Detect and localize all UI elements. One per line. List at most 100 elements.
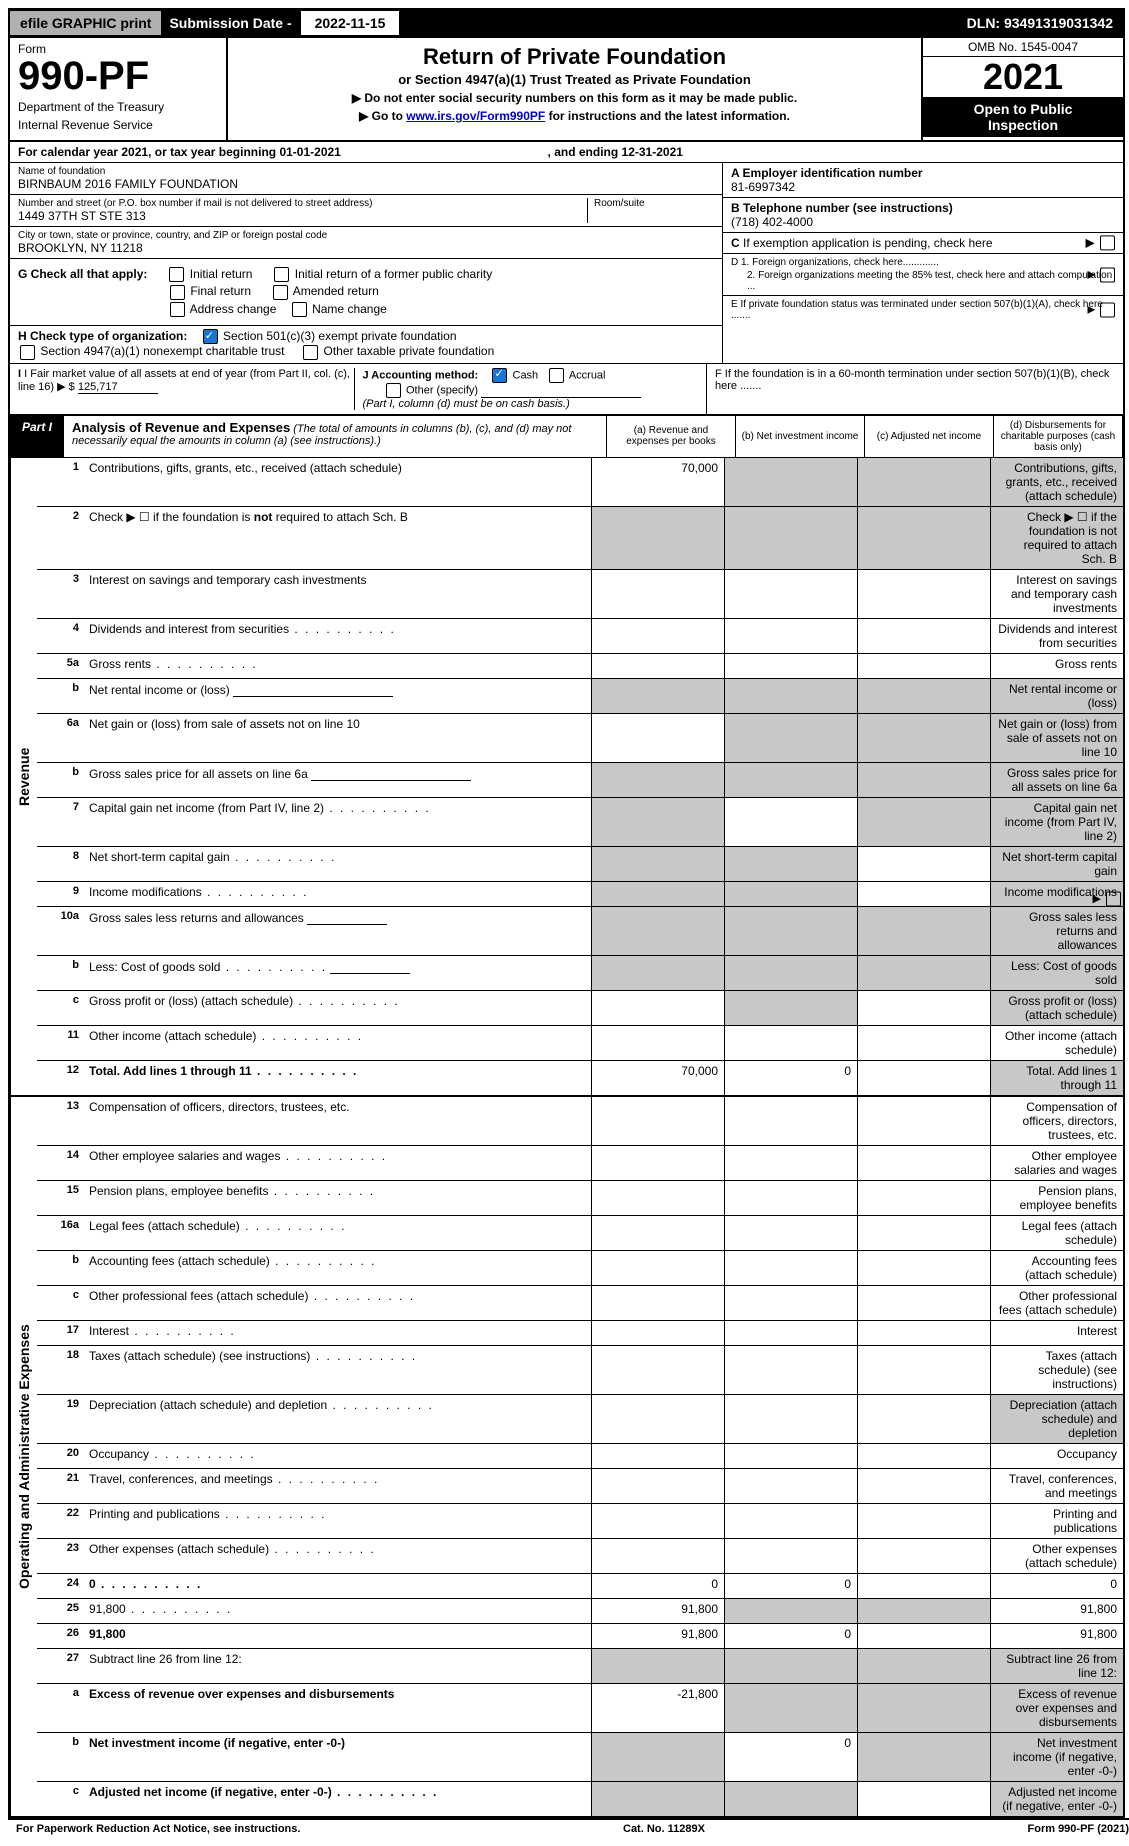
form-header: Form 990-PF Department of the Treasury I…: [10, 36, 1123, 140]
irs-link[interactable]: www.irs.gov/Form990PF: [406, 109, 545, 123]
checkbox-other-acct[interactable]: [386, 383, 401, 398]
cell-c: [857, 654, 990, 678]
cell-d: Net gain or (loss) from sale of assets n…: [990, 714, 1123, 762]
d2-label: 2. Foreign organizations meeting the 85%…: [747, 270, 1112, 292]
opt-name: Name change: [312, 302, 387, 316]
row-desc: 0: [85, 1574, 591, 1598]
name-label: Name of foundation: [18, 166, 714, 177]
col-b-header: (b) Net investment income: [736, 416, 865, 457]
cell-c: [857, 1061, 990, 1095]
opt-other-tax: Other taxable private foundation: [324, 344, 495, 358]
checkbox-amended[interactable]: [273, 285, 288, 300]
form-subtitle: or Section 4947(a)(1) Trust Treated as P…: [236, 72, 913, 87]
cell-c: [857, 1251, 990, 1285]
cell-d: Gross sales less returns and allowances: [990, 907, 1123, 955]
table-row: 19Depreciation (attach schedule) and dep…: [37, 1394, 1123, 1443]
table-row: aExcess of revenue over expenses and dis…: [37, 1683, 1123, 1732]
calendar-year-row: For calendar year 2021, or tax year begi…: [10, 140, 1123, 162]
cell-b: [724, 1251, 857, 1285]
checkbox-e[interactable]: [1100, 303, 1115, 318]
row-desc: Other income (attach schedule): [85, 1026, 591, 1060]
footer-right: Form 990-PF (2021): [1028, 1823, 1129, 1835]
table-row: 3Interest on savings and temporary cash …: [37, 569, 1123, 618]
cell-c: [857, 1444, 990, 1468]
checkbox-d2[interactable]: [1100, 267, 1115, 282]
table-row: 12Total. Add lines 1 through 1170,0000To…: [37, 1060, 1123, 1095]
cell-a: [591, 1649, 724, 1683]
checkbox-name-change[interactable]: [292, 302, 307, 317]
row-desc: Interest on savings and temporary cash i…: [85, 570, 591, 618]
cell-d: Compensation of officers, directors, tru…: [990, 1097, 1123, 1145]
cell-d: Contributions, gifts, grants, etc., rece…: [990, 458, 1123, 506]
row-number: 16a: [37, 1216, 85, 1250]
cell-b: [724, 679, 857, 713]
checkbox-addr-change[interactable]: [170, 302, 185, 317]
row-number: 26: [37, 1624, 85, 1648]
table-row: 22Printing and publicationsPrinting and …: [37, 1503, 1123, 1538]
checkbox-cash[interactable]: [492, 368, 507, 383]
table-row: bGross sales price for all assets on lin…: [37, 762, 1123, 797]
cell-c: [857, 619, 990, 653]
checkbox-accrual[interactable]: [549, 368, 564, 383]
row-number: 24: [37, 1574, 85, 1598]
cell-c: [857, 763, 990, 797]
cell-d: Capital gain net income (from Part IV, l…: [990, 798, 1123, 846]
row-number: 18: [37, 1346, 85, 1394]
row-number: 27: [37, 1649, 85, 1683]
row-number: 4: [37, 619, 85, 653]
cell-d: Travel, conferences, and meetings: [990, 1469, 1123, 1503]
checkbox-f[interactable]: [1106, 892, 1121, 907]
checkbox-initial-former[interactable]: [274, 267, 289, 282]
row-desc: Gross profit or (loss) (attach schedule): [85, 991, 591, 1025]
cell-a: [591, 798, 724, 846]
row-desc: Total. Add lines 1 through 11: [85, 1061, 591, 1095]
cell-a: [591, 1251, 724, 1285]
row-number: 3: [37, 570, 85, 618]
cell-c: [857, 1346, 990, 1394]
checkbox-501c3[interactable]: [203, 329, 218, 344]
row-number: b: [37, 956, 85, 990]
cell-a: [591, 1097, 724, 1145]
tax-year: 2021: [923, 57, 1123, 97]
revenue-label: Revenue: [10, 458, 37, 1095]
checkbox-4947[interactable]: [20, 345, 35, 360]
cell-b: [724, 1026, 857, 1060]
checkbox-other-taxable[interactable]: [303, 345, 318, 360]
table-row: 2591,80091,80091,800: [37, 1598, 1123, 1623]
row-desc: Adjusted net income (if negative, enter …: [85, 1782, 591, 1816]
foundation-city: BROOKLYN, NY 11218: [18, 241, 714, 255]
cell-a: [591, 1026, 724, 1060]
cell-d: Check ▶ ☐ if the foundation is not requi…: [990, 507, 1123, 569]
efile-print-button[interactable]: efile GRAPHIC print: [10, 11, 161, 35]
cell-a: [591, 991, 724, 1025]
cell-b: [724, 714, 857, 762]
cell-b: [724, 1599, 857, 1623]
checkbox-final-return[interactable]: [170, 285, 185, 300]
j-note: (Part I, column (d) must be on cash basi…: [363, 398, 570, 410]
table-row: bNet rental income or (loss) Net rental …: [37, 678, 1123, 713]
cell-a: [591, 679, 724, 713]
i-value: 125,717: [78, 381, 158, 394]
table-row: 6aNet gain or (loss) from sale of assets…: [37, 713, 1123, 762]
row-desc: Travel, conferences, and meetings: [85, 1469, 591, 1503]
opt-amended: Amended return: [293, 284, 379, 298]
table-row: 17InterestInterest: [37, 1320, 1123, 1345]
city-label: City or town, state or province, country…: [18, 230, 714, 241]
row-number: 21: [37, 1469, 85, 1503]
cell-b: [724, 882, 857, 906]
cell-c: [857, 507, 990, 569]
cell-b: 0: [724, 1733, 857, 1781]
checkbox-c[interactable]: [1100, 236, 1115, 251]
cell-a: [591, 654, 724, 678]
row-desc: Net investment income (if negative, ente…: [85, 1733, 591, 1781]
row-number: 22: [37, 1504, 85, 1538]
cell-d: Subtract line 26 from line 12:: [990, 1649, 1123, 1683]
checkbox-initial-return[interactable]: [169, 267, 184, 282]
cell-d: Depreciation (attach schedule) and deple…: [990, 1395, 1123, 1443]
g-label: G Check all that apply:: [18, 267, 147, 281]
cell-c: [857, 1469, 990, 1503]
cell-c: [857, 1181, 990, 1215]
cell-b: [724, 1181, 857, 1215]
opt-former: Initial return of a former public charit…: [295, 267, 492, 281]
expense-rows: 13Compensation of officers, directors, t…: [37, 1097, 1123, 1816]
